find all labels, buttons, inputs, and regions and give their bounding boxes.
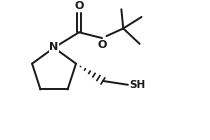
Text: O: O [74,1,84,11]
Text: O: O [97,40,107,50]
Text: SH: SH [129,80,145,90]
Text: N: N [49,42,59,52]
